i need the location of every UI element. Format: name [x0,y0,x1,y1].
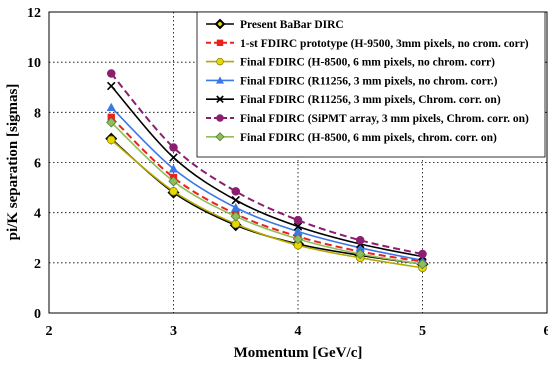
legend-item: Final FDIRC (SiPMT array, 3 mm pixels, C… [206,113,529,125]
data-point [355,243,365,252]
data-point [418,249,427,259]
data-point [293,215,303,225]
data-point [293,222,303,231]
y-tick-label: 2 [34,257,41,272]
x-tick-label: 4 [295,324,302,339]
legend-label: Final FDIRC (R11256, 3 mm pixels, no chr… [240,75,498,87]
y-tick-label: 0 [34,307,41,322]
x-tick-label: 6 [544,324,548,339]
legend-label: Final FDIRC (R11256, 3 mm pixels, Chrom.… [240,94,501,106]
legend-marker [216,76,224,84]
series [106,69,427,259]
y-tick-label: 6 [34,157,41,172]
legend-marker [215,132,225,142]
legend-item: 1-st FDIRC prototype (H-9500, 3mm pixels… [206,38,529,50]
legend-item: Present BaBar DIRC [206,18,344,31]
legend-label: Present BaBar DIRC [240,19,344,31]
data-point [106,135,116,145]
legend-marker [216,57,224,66]
x-tick-label: 2 [46,324,53,339]
data-point [106,69,116,78]
legend-box [196,11,546,158]
data-point [292,233,304,245]
x-axis-title: Momentum [GeV/c] [234,345,363,361]
legend-label: Final FDIRC (SiPMT array, 3 mm pixels, C… [240,113,529,125]
legend-marker [216,114,224,122]
data-point [231,195,240,205]
data-point [293,226,303,236]
data-point [417,258,428,270]
data-point [231,187,241,196]
legend-item: Final FDIRC (H-8500, 6 mm pixels, chrom.… [206,132,497,144]
data-point [355,248,366,260]
y-tick-label: 12 [27,6,41,21]
y-tick-label: 10 [27,56,41,71]
legend-item: Final FDIRC (R11256, 3 mm pixels, Chrom.… [206,94,501,106]
data-point [168,164,179,173]
legend-item: Final FDIRC (R11256, 3 mm pixels, no chr… [206,75,498,87]
data-point [168,176,179,187]
legend-marker [216,95,224,103]
data-point [107,81,116,91]
legend-item: Final FDIRC (H-8500, 6 mm pixels, no chr… [206,57,495,69]
legend-marker [214,18,226,30]
data-point [169,187,178,196]
data-point [230,211,241,222]
legend-label: Final FDIRC (H-8500, 6 mm pixels, no chr… [240,57,495,69]
legend-marker [216,39,224,46]
x-tick-label: 5 [419,324,426,339]
data-point [169,153,178,162]
y-tick-label: 8 [34,106,41,121]
x-tick-label: 3 [170,324,177,339]
legend: Present BaBar DIRC 1-st FDIRC prototype (… [196,11,546,158]
legend-label: Final FDIRC (H-8500, 6 mm pixels, chrom.… [240,132,497,144]
legend-label: 1-st FDIRC prototype (H-9500, 3mm pixels… [240,38,529,50]
series [106,117,428,270]
data-point [231,203,241,212]
y-tick-label: 4 [34,207,41,222]
data-point [106,117,117,128]
series-layer [105,69,429,273]
y-axis-title: pi/K separation [sigmas] [5,84,21,241]
data-point [355,235,365,245]
series-line [110,72,423,256]
data-point [106,102,116,111]
data-point [169,143,178,152]
